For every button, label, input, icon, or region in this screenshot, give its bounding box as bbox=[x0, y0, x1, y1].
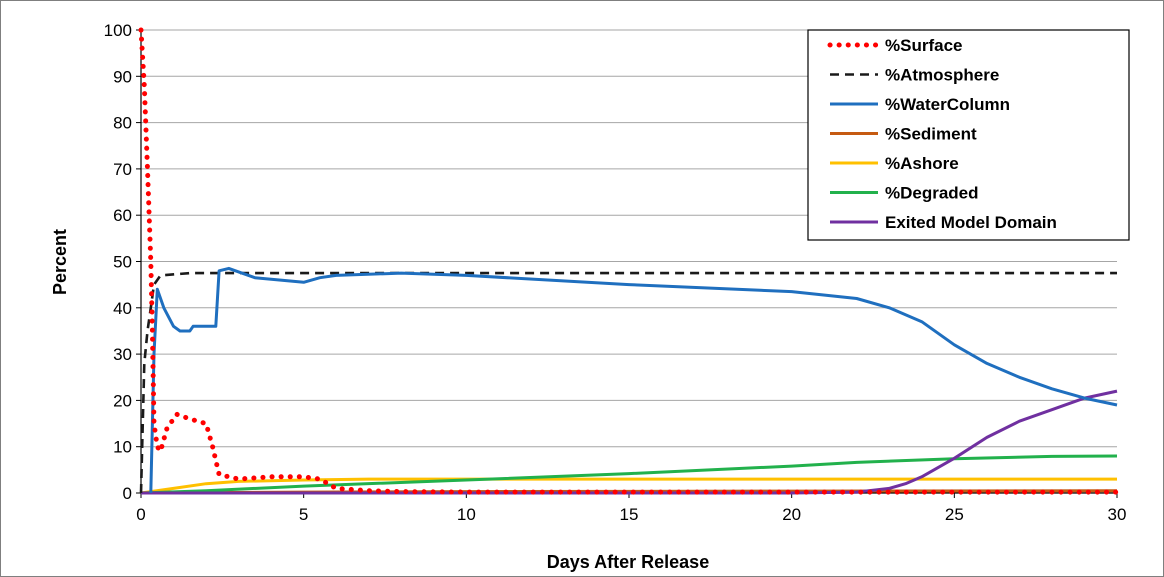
x-tick-label: 20 bbox=[782, 505, 801, 524]
y-tick-label: 10 bbox=[113, 438, 132, 457]
y-tick-label: 30 bbox=[113, 345, 132, 364]
y-tick-label: 80 bbox=[113, 114, 132, 133]
y-tick-label: 70 bbox=[113, 160, 132, 179]
x-tick-label: 30 bbox=[1108, 505, 1127, 524]
y-tick-label: 90 bbox=[113, 67, 132, 86]
y-axis-title: Percent bbox=[50, 229, 70, 295]
legend-label-exited-model-domain: Exited Model Domain bbox=[885, 213, 1057, 232]
series-line-watercolumn bbox=[149, 266, 1118, 494]
legend-label-watercolumn: %WaterColumn bbox=[885, 95, 1010, 114]
series-line-surface bbox=[138, 27, 1120, 495]
tick-layer: 0 10 20 30 40 50 60 70 80 90 100 0 5 10 15 20 25 30 bbox=[104, 21, 1127, 524]
x-tick-label: 10 bbox=[457, 505, 476, 524]
x-axis-title: Days After Release bbox=[547, 552, 709, 572]
legend-label-degraded: %Degraded bbox=[885, 184, 979, 203]
x-tick-label: 25 bbox=[945, 505, 964, 524]
x-tick-label: 5 bbox=[299, 505, 308, 524]
y-tick-label: 100 bbox=[104, 21, 132, 40]
series-layer bbox=[138, 27, 1120, 495]
legend-label-atmosphere: %Atmosphere bbox=[885, 66, 999, 85]
series-line-ashore bbox=[140, 477, 1117, 495]
series-line-atmosphere bbox=[139, 271, 1117, 494]
y-tick-label: 60 bbox=[113, 206, 132, 225]
x-tick-label: 15 bbox=[620, 505, 639, 524]
legend-label-surface: %Surface bbox=[885, 36, 962, 55]
y-tick-label: 0 bbox=[123, 484, 132, 503]
series-line-degraded bbox=[140, 454, 1118, 495]
series-line-exited-model-domain bbox=[141, 389, 1118, 495]
y-tick-label: 50 bbox=[113, 253, 132, 272]
legend-label-ashore: %Ashore bbox=[885, 154, 959, 173]
x-tick-label: 0 bbox=[136, 505, 145, 524]
y-tick-label: 40 bbox=[113, 299, 132, 318]
legend: %Surface %Atmosphere %WaterColumn %Sediment… bbox=[807, 29, 1130, 241]
y-tick-label: 20 bbox=[113, 391, 132, 410]
legend-label-sediment: %Sediment bbox=[885, 125, 977, 144]
